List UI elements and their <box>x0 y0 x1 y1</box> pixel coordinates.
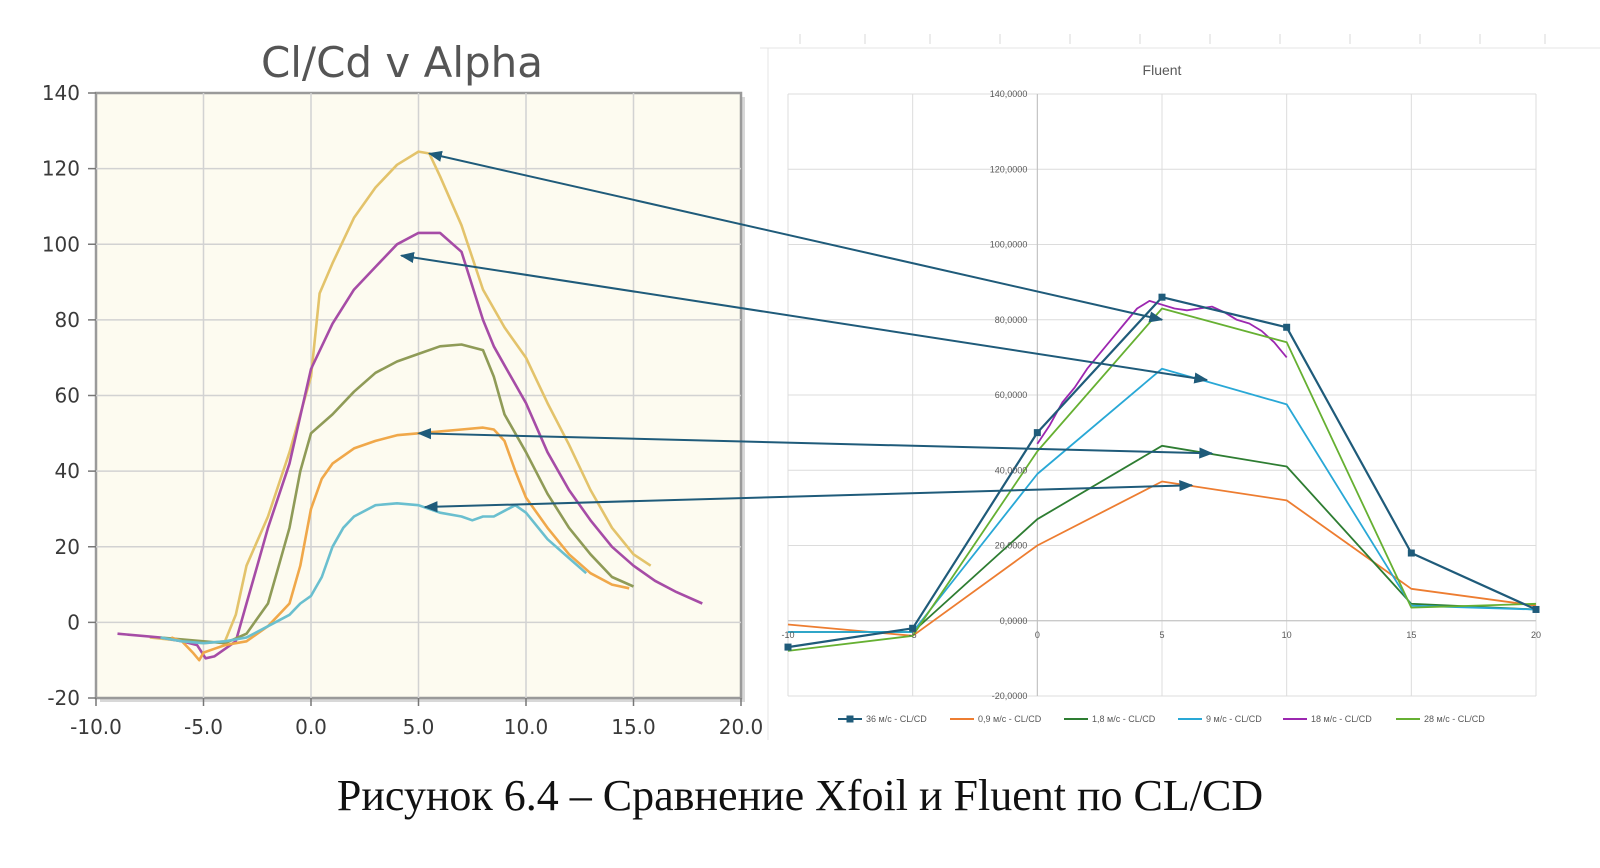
figure-caption: Рисунок 6.4 – Сравнение Xfoil и Fluent п… <box>336 771 1264 820</box>
fluent-y-tick-label: 80,0000 <box>995 315 1028 325</box>
xfoil-y-tick-label: 0 <box>67 610 80 634</box>
fluent-x-tick-label: -5 <box>909 630 917 640</box>
fluent-series-marker <box>1532 605 1540 613</box>
xfoil-y-tick-label: 40 <box>55 459 80 483</box>
fluent-legend-label: 9 м/с - CL/CD <box>1206 714 1262 724</box>
xfoil-x-tick-label: -10.0 <box>70 715 122 739</box>
xfoil-y-tick-label: 100 <box>42 232 80 256</box>
fluent-y-tick-label: -20,0000 <box>992 691 1028 701</box>
xfoil-y-tick-label: -20 <box>47 686 80 710</box>
comparison-arrow-3 <box>417 428 1214 459</box>
fluent-y-tick-label: 0,0000 <box>1000 616 1028 626</box>
fluent-x-tick-label: 5 <box>1159 630 1164 640</box>
fluent-series-marker <box>1158 293 1166 301</box>
fluent-legend-label: 1,8 м/с - CL/CD <box>1092 714 1156 724</box>
xfoil-series-line-2 <box>117 231 703 660</box>
fluent-chart: -10 -5 0 5 10 15 20 -20,0000 0,0000 20,0000 40,000… <box>760 34 1600 740</box>
fluent-x-tick-label: 0 <box>1035 630 1040 640</box>
fluent-y-tick-label: 140,0000 <box>990 89 1028 99</box>
fluent-legend: 36 м/с - CL/CD 0,9 м/с - CL/CD 1,8 м/с - C… <box>838 714 1485 724</box>
fluent-series-marker <box>784 643 792 651</box>
fluent-y-tick-label: 120,0000 <box>990 164 1028 174</box>
comparison-arrows <box>399 150 1214 513</box>
xfoil-chart: -10.0 -5.0 0.0 5.0 10.0 15.0 20.0 -20 0 20 40 60 80 1… <box>42 38 763 739</box>
fluent-x-tick-label: 20 <box>1531 630 1541 640</box>
fluent-y-tick-label: 60,0000 <box>995 390 1028 400</box>
fluent-series-marker <box>1033 429 1041 437</box>
xfoil-y-tick-label: 140 <box>42 81 80 105</box>
xfoil-x-tick-label: 15.0 <box>611 715 656 739</box>
comparison-arrow-2 <box>399 251 1209 384</box>
fluent-x-tick-label: 10 <box>1282 630 1292 640</box>
fluent-x-tick-label: 15 <box>1406 630 1416 640</box>
fluent-legend-label: 0,9 м/с - CL/CD <box>978 714 1042 724</box>
xfoil-x-tick-label: -5.0 <box>184 715 223 739</box>
xfoil-y-tick-label: 80 <box>55 308 80 332</box>
fluent-legend-label: 36 м/с - CL/CD <box>866 714 927 724</box>
xfoil-x-tick-label: 10.0 <box>504 715 549 739</box>
fluent-y-tick-label: 20,0000 <box>995 541 1028 551</box>
comparison-arrow-4 <box>423 480 1194 513</box>
fluent-legend-marker <box>846 715 854 723</box>
fluent-y-tick-label: 40,0000 <box>995 465 1028 475</box>
xfoil-y-tick-label: 60 <box>55 384 80 408</box>
fluent-chart-title: Fluent <box>1143 62 1182 78</box>
fluent-legend-label: 28 м/с - CL/CD <box>1424 714 1485 724</box>
fluent-series-marker <box>909 624 917 632</box>
xfoil-y-tick-label: 120 <box>42 157 80 181</box>
fluent-legend-label: 18 м/с - CL/CD <box>1311 714 1372 724</box>
fluent-series-marker <box>1283 323 1291 331</box>
xfoil-x-tick-label: 20.0 <box>719 715 764 739</box>
xfoil-chart-title: Cl/Cd v Alpha <box>261 38 543 87</box>
fluent-x-tick-label: -10 <box>781 630 794 640</box>
fluent-y-tick-label: 100,0000 <box>990 240 1028 250</box>
xfoil-x-tick-label: 0.0 <box>295 715 327 739</box>
xfoil-y-tick-label: 20 <box>55 535 80 559</box>
fluent-series-marker <box>1407 549 1415 557</box>
xfoil-tick-labels: -10.0 -5.0 0.0 5.0 10.0 15.0 20.0 -20 0 20 40 60 80 1… <box>42 81 763 739</box>
xfoil-x-tick-label: 5.0 <box>403 715 435 739</box>
